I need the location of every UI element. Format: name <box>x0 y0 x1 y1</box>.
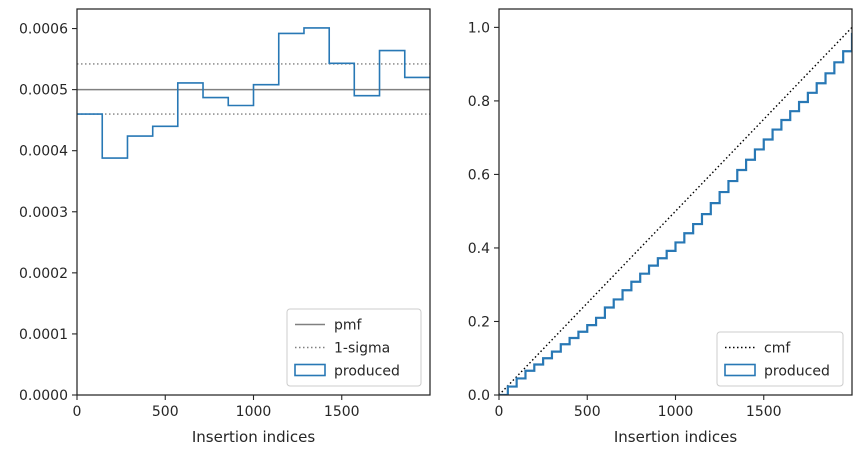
left-legend: pmf 1-sigma produced <box>286 308 422 387</box>
right-legend-swatch <box>724 363 756 377</box>
right-y-tick-label: 0.6 <box>468 167 490 183</box>
series-cmf <box>499 26 852 395</box>
left-x-tick-label: 1000 <box>236 404 272 420</box>
right-x-tick-label: 1500 <box>746 404 782 420</box>
left-x-tick-label: 500 <box>152 404 179 420</box>
left-axes: 0 500 1000 1500 0.0000 0.0001 0.0002 0.0003 0.00… <box>19 8 431 420</box>
left-y-tick-label: 0.0001 <box>19 327 68 343</box>
left-x-tick-label: 0 <box>73 404 82 420</box>
left-legend-label: pmf <box>334 318 363 334</box>
right-legend-label: cmf <box>764 341 791 357</box>
right-plot-area <box>499 26 852 395</box>
left-legend-frame <box>286 308 422 387</box>
right-y-tick-label: 1.0 <box>468 20 490 36</box>
right-y-tick-label: 0.8 <box>468 94 490 110</box>
right-y-tick-label: 0.0 <box>468 388 490 404</box>
left-y-tick-label: 0.0002 <box>19 266 68 282</box>
right-legend-frame <box>716 331 844 387</box>
left-legend-label: 1-sigma <box>334 341 390 357</box>
right-x-tick-label: 1000 <box>658 404 694 420</box>
left-y-tick-label: 0.0005 <box>19 83 68 99</box>
right-axes: 0 500 1000 1500 0.0 0.2 0.4 0.6 0.8 1.0 <box>468 8 853 420</box>
right-legend-label: produced <box>764 364 830 380</box>
left-x-axis-label: Insertion indices <box>192 428 315 446</box>
left-y-tick-label: 0.0006 <box>19 22 68 38</box>
left-legend-swatch <box>294 363 326 377</box>
left-x-tick-label: 1500 <box>324 404 360 420</box>
left-y-tick-label: 0.0004 <box>19 144 68 160</box>
right-x-tick-label: 500 <box>574 404 601 420</box>
right-legend: cmf produced <box>716 331 844 387</box>
left-y-tick-label: 0.0003 <box>19 205 68 221</box>
right-cmf-chart: 0 500 1000 1500 0.0 0.2 0.4 0.6 0.8 1.0 Insertion… <box>468 8 853 446</box>
left-histogram-chart: 0 500 1000 1500 0.0000 0.0001 0.0002 0.0003 0.00… <box>19 8 431 446</box>
produced-histogram-step <box>77 27 430 159</box>
right-x-axis-label: Insertion indices <box>614 428 737 446</box>
left-plot-area <box>77 27 430 159</box>
right-x-tick-label: 0 <box>495 404 504 420</box>
right-y-tick-label: 0.2 <box>468 314 490 330</box>
series-produced <box>499 32 852 395</box>
left-y-tick-label: 0.0000 <box>19 388 68 404</box>
left-legend-label: produced <box>334 364 400 380</box>
right-y-tick-label: 0.4 <box>468 241 490 257</box>
